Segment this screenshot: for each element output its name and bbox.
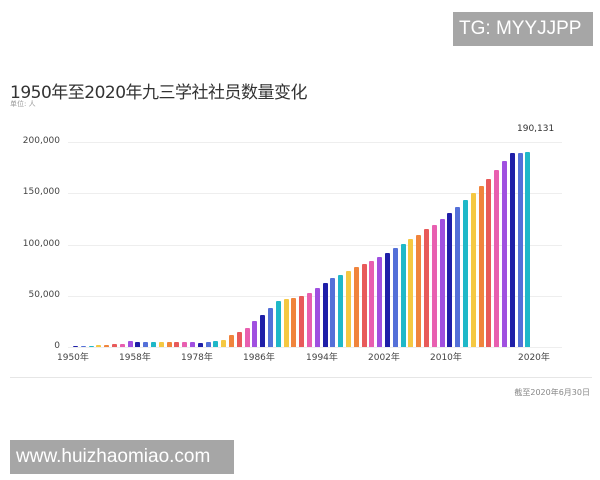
unit-label: 单位: 人 [10, 100, 36, 108]
bar-1990 [291, 297, 297, 347]
bar-2017 [502, 160, 507, 347]
bar-1998 [353, 266, 359, 347]
bar-2003 [392, 248, 398, 347]
bar-1956 [119, 343, 125, 347]
bar-1985 [252, 321, 258, 347]
bar-1957 [127, 341, 133, 347]
bar-1964 [182, 341, 188, 347]
y-tick-label: 0 [54, 341, 60, 351]
bar-2010 [447, 213, 453, 347]
y-tick-label: 150,000 [22, 187, 60, 198]
x-tick-label: 1994年 [306, 353, 338, 363]
peak-value-label: 190,131 [517, 124, 555, 134]
bar-1991 [299, 296, 305, 347]
bar-1988 [275, 301, 281, 347]
bar-2008 [431, 224, 437, 347]
bar-1954 [104, 344, 110, 347]
bar-2019 [517, 152, 523, 347]
x-tick-label: 2002年 [368, 353, 400, 363]
bar-2004 [400, 243, 406, 347]
bar-1960 [151, 341, 156, 347]
bar-2006 [416, 234, 422, 347]
bar-1952 [88, 345, 94, 347]
x-tick-label: 1978年 [181, 353, 213, 363]
x-tick-label: 2010年 [430, 353, 462, 363]
bar-1981 [221, 340, 227, 347]
gridline [68, 244, 562, 246]
bar-chart: 0 50,000 100,000 150,000 200,000 1950年 1958年 19… [22, 136, 562, 363]
bar-1955 [112, 344, 117, 347]
bar-1979 [205, 342, 211, 347]
chart-title: 1950年至2020年九三学社社员数量变化 [10, 83, 308, 103]
bar-2001 [377, 256, 383, 347]
bar-2002 [385, 252, 390, 347]
bar-2014 [478, 186, 484, 347]
bar-1980 [213, 340, 219, 347]
bar-1987 [268, 307, 273, 347]
bar-2013 [470, 193, 476, 347]
bar-1995 [330, 278, 336, 347]
bar-1994 [322, 282, 328, 347]
y-tick-label: 100,000 [22, 238, 60, 249]
bar-1963 [174, 341, 180, 347]
bar-1983 [236, 332, 242, 347]
bar-1999 [361, 263, 367, 347]
bar-1950 [73, 346, 78, 347]
bar-2005 [408, 239, 414, 347]
gridline [68, 347, 562, 348]
bar-1965 [190, 341, 195, 347]
bar-1962 [166, 341, 172, 347]
bar-1951 [80, 346, 86, 347]
bar-1978 [197, 342, 203, 347]
bar-1997 [346, 270, 351, 347]
bar-1989 [283, 299, 289, 347]
x-tick-label: 2020年 [518, 353, 550, 363]
bar-2018 [509, 153, 515, 347]
x-tick-label: 1950年 [57, 353, 89, 363]
bar-1992 [307, 292, 312, 347]
date-note: 截至2020年6月30日 [514, 388, 590, 397]
bar-2012 [463, 200, 468, 347]
bar-2007 [424, 229, 429, 347]
watermark-bottom: www.huizhaomiao.com [10, 440, 234, 474]
bar-1958 [135, 341, 141, 347]
bar-1996 [338, 275, 344, 347]
x-tick-label: 1958年 [119, 353, 151, 363]
bar-1986 [260, 314, 266, 347]
bar-1982 [229, 335, 234, 347]
bar-2020 [525, 152, 531, 347]
bar-1959 [143, 341, 149, 347]
bar-1953 [96, 345, 102, 347]
bar-1993 [314, 287, 320, 347]
gridline [68, 193, 562, 195]
bar-1961 [158, 341, 164, 347]
y-tick-label: 200,000 [22, 136, 60, 146]
bar-2000 [369, 260, 375, 347]
x-tick-label: 1986年 [243, 353, 275, 363]
bar-1984 [244, 327, 250, 347]
bar-2016 [494, 169, 500, 347]
bar-2015 [486, 178, 492, 347]
y-tick-label: 50,000 [28, 289, 61, 300]
divider [10, 377, 592, 378]
bar-2009 [439, 218, 445, 347]
bar-2011 [455, 206, 461, 347]
watermark-top: TG: MYYJJPP [453, 12, 593, 46]
gridline [68, 142, 562, 143]
